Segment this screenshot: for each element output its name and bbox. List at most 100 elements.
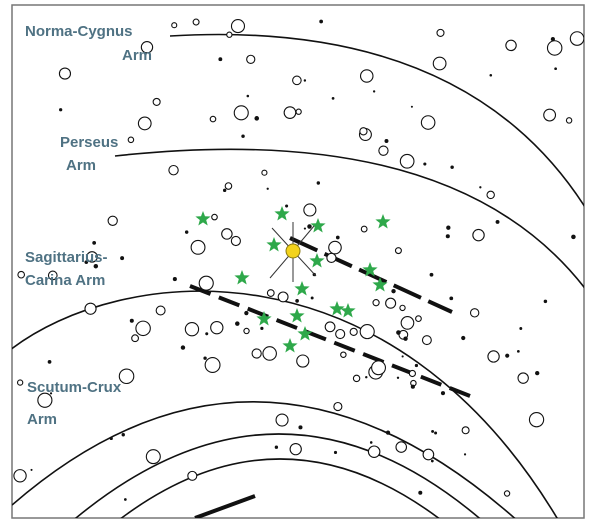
cluster (399, 153, 415, 169)
star-dot (244, 310, 249, 316)
green-star (234, 270, 250, 285)
star-dot (205, 332, 209, 336)
cluster (359, 127, 368, 136)
cluster (275, 413, 289, 427)
cluster (210, 320, 224, 335)
green-star (372, 277, 388, 292)
star-dot (418, 490, 423, 495)
cluster (47, 270, 58, 281)
star-dot (489, 73, 493, 77)
star-dot (396, 330, 401, 335)
star-dot (129, 318, 134, 323)
star-dot (543, 299, 548, 304)
cluster (415, 315, 422, 323)
star-dot (535, 370, 540, 376)
star-dot (218, 57, 223, 62)
sun (285, 243, 301, 259)
dashed-segment (189, 284, 471, 398)
star-dot (384, 139, 389, 144)
cluster (399, 304, 406, 312)
frame (11, 4, 585, 519)
arm-label: Arm (122, 47, 152, 64)
star-dot (47, 360, 52, 364)
green-star (310, 218, 326, 233)
cluster (328, 240, 342, 255)
cluster (546, 40, 563, 56)
star-dot (241, 134, 245, 138)
cluster (131, 334, 139, 343)
cluster (292, 75, 302, 86)
star-dot (385, 430, 391, 435)
star-dot (519, 327, 523, 330)
cluster (171, 22, 178, 29)
cluster (168, 164, 179, 176)
cluster (152, 97, 161, 106)
star-dot (571, 234, 576, 240)
cluster (422, 448, 435, 461)
scutum-arc (12, 401, 516, 518)
cluster (84, 302, 97, 315)
cluster (528, 412, 545, 428)
cluster (420, 115, 436, 130)
cluster (349, 327, 358, 336)
cluster (283, 106, 297, 120)
star-dot (440, 391, 446, 396)
green-star (274, 206, 290, 221)
star-dot (203, 356, 207, 360)
star-dot (333, 450, 338, 455)
green-star (340, 303, 356, 318)
star-dot (372, 90, 376, 93)
star-dot (124, 498, 127, 501)
star-dot (414, 363, 419, 368)
cluster (198, 275, 214, 291)
cluster (211, 213, 218, 221)
green-star (375, 214, 391, 229)
cluster (333, 401, 343, 412)
star-dot (450, 165, 454, 169)
cluster (209, 115, 217, 123)
green-star (289, 308, 305, 323)
cluster (224, 182, 233, 190)
cluster (230, 235, 241, 247)
cluster (335, 328, 346, 340)
cluster (408, 369, 416, 378)
green-star (266, 237, 282, 252)
cluster (400, 316, 415, 330)
star-dot (184, 230, 189, 234)
cluster (569, 31, 584, 46)
star-dot (303, 227, 306, 230)
star-dot (93, 264, 99, 269)
cluster (505, 39, 517, 52)
cluster (359, 324, 375, 340)
arm-label: Arm (66, 157, 96, 174)
cluster (118, 368, 135, 385)
cluster (140, 41, 154, 54)
star-dot (445, 234, 450, 239)
green-star (282, 338, 298, 353)
green-star (309, 253, 325, 268)
cluster (127, 136, 135, 144)
cluster (367, 445, 381, 459)
star-dot (429, 272, 434, 277)
cluster (517, 372, 529, 384)
cluster (221, 228, 233, 240)
cluster (394, 247, 402, 255)
star-dot (554, 67, 557, 71)
arm-label: Scutum-Crux (27, 379, 122, 396)
cluster (324, 321, 336, 333)
norma-cygnus-arc (169, 33, 584, 208)
arm-label: Carina Arm (25, 272, 105, 289)
star-dot (516, 349, 520, 353)
scutum-arc (120, 458, 440, 518)
star-dot (30, 468, 33, 471)
star-dot (396, 376, 400, 380)
cluster (184, 321, 200, 337)
star-dot (121, 433, 125, 437)
green-star (195, 211, 211, 226)
star-dot (550, 36, 555, 42)
cluster (436, 28, 445, 37)
cluster (469, 308, 480, 318)
cluster (432, 56, 447, 71)
cluster (192, 18, 200, 26)
